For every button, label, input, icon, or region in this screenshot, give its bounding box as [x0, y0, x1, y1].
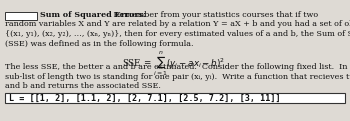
FancyBboxPatch shape: [5, 12, 37, 20]
Text: SSE = $\sum_{i=1}^{n}(y_i - ax_i - b)^2.$: SSE = $\sum_{i=1}^{n}(y_i - ax_i - b)^2.…: [122, 49, 228, 78]
Text: L = [[1, 2], [1.1, 2], [2, 7.1], [2.5, 7.2], [3, 11]]: L = [[1, 2], [1.1, 2], [2, 7.1], [2.5, 7…: [9, 94, 281, 103]
Text: random variables X and Y are related by a relation Y = aX + b and you had a set : random variables X and Y are related by …: [5, 20, 350, 29]
Text: {(x₁, y₁), (x₂, y₂), …, (xₙ, yₙ)}, then for every estimated values of a and b, t: {(x₁, y₁), (x₂, y₂), …, (xₙ, yₙ)}, then …: [5, 30, 350, 38]
Text: The less SSE, the better a and b are estimated.  Consider the following fixed li: The less SSE, the better a and b are est…: [5, 63, 350, 71]
Text: Remember from your statistics courses that if two: Remember from your statistics courses th…: [111, 11, 318, 19]
Text: Sum of Squared Errors:: Sum of Squared Errors:: [40, 11, 146, 19]
FancyBboxPatch shape: [5, 93, 345, 103]
Text: and b and returns the associated SSE.: and b and returns the associated SSE.: [5, 82, 161, 90]
Text: (SSE) was defined as in the following formula.: (SSE) was defined as in the following fo…: [5, 39, 194, 48]
Text: sub-list of length two is standing for one pair (xᵢ, yᵢ).  Write a function that: sub-list of length two is standing for o…: [5, 73, 350, 81]
